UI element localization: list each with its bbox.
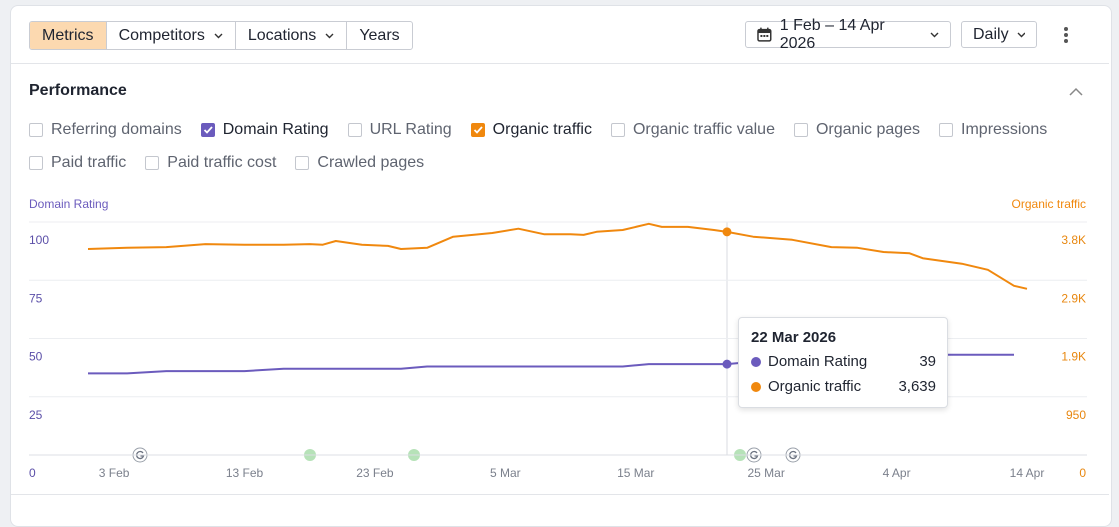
checkbox-label: Paid traffic <box>51 154 127 171</box>
card <box>10 5 1112 527</box>
tab[interactable]: Metrics <box>30 22 106 49</box>
tab-label: Metrics <box>42 27 94 44</box>
checkbox <box>793 123 808 137</box>
chevron <box>214 33 223 38</box>
chevron <box>930 32 939 37</box>
checkbox-label: URL Rating <box>369 121 452 138</box>
interval: Daily <box>973 25 1009 43</box>
check-mark <box>473 126 483 134</box>
metric-checkbox[interactable]: Paid traffic cost <box>145 153 276 173</box>
checkbox <box>610 123 625 137</box>
more-menu[interactable] <box>1061 26 1071 44</box>
tooltip-value: 3,639 <box>898 378 936 395</box>
tooltip-title: 22 Mar 2026 <box>751 329 837 346</box>
tab[interactable]: Locations <box>234 22 347 49</box>
tab-label: Years <box>359 27 400 44</box>
metric-checkbox[interactable]: Organic traffic value <box>610 120 775 140</box>
y2-tick-label: 950 <box>1066 408 1086 422</box>
metric-checkbox[interactable]: Organic pages <box>793 120 921 140</box>
x-tick-label: 14 Apr <box>1010 466 1045 480</box>
legend-dot <box>751 381 761 392</box>
checkbox <box>295 156 310 170</box>
metric-checkbox[interactable]: Organic traffic <box>470 120 592 140</box>
checkbox-label: Organic traffic <box>492 121 592 138</box>
metric-checkbox[interactable]: Domain Rating <box>200 120 329 140</box>
y2-tick-label: 1.9K <box>1061 350 1086 364</box>
checkbox <box>29 123 43 137</box>
tooltip-row: Organic traffic 3,639 <box>751 378 936 395</box>
interval-button[interactable]: Daily <box>961 21 1037 48</box>
metric-checkboxes: Referring domains Domain Rating URL Rating… <box>29 120 1069 173</box>
tooltip-series-name: Domain Rating <box>768 353 868 370</box>
metric-checkbox[interactable]: URL Rating <box>347 120 452 140</box>
section-title: Performance <box>29 82 127 99</box>
checkbox <box>145 156 160 170</box>
tab[interactable]: Competitors <box>105 22 235 49</box>
date-range-button[interactable]: 1 Feb – 14 Apr 2026 <box>745 17 951 52</box>
metric-checkbox[interactable]: Paid traffic <box>29 153 126 173</box>
metric-checkbox[interactable]: Referring domains <box>29 120 182 140</box>
hover-dot <box>722 359 732 369</box>
tooltip: 22 Mar 2026 Domain Rating 39 Organic traff… <box>738 317 948 408</box>
y2-axis-title: Organic traffic <box>1012 197 1086 211</box>
x-tick-label: 15 Mar <box>617 466 654 480</box>
checkbox <box>470 123 485 137</box>
series-line <box>87 222 1028 290</box>
checkbox <box>347 123 362 137</box>
checkbox <box>200 123 215 137</box>
tooltip-value: 39 <box>919 353 936 370</box>
x-tick-label: 3 Feb <box>99 466 130 480</box>
tab-label: Locations <box>247 27 317 44</box>
checkbox <box>29 156 43 170</box>
collapse-button[interactable] <box>1068 87 1084 97</box>
hover-dot <box>722 227 732 237</box>
legend-dot <box>751 356 761 367</box>
x-tick-label: 13 Feb <box>226 466 264 480</box>
checkbox-label: Referring domains <box>51 121 182 138</box>
checkbox-label: Impressions <box>961 121 1048 138</box>
y-axis-title: Domain Rating <box>29 197 108 211</box>
chart: Domain Rating Organic traffic 0 25 50 75 100… <box>29 197 1087 480</box>
divider <box>11 63 1109 64</box>
checkbox <box>939 123 954 137</box>
checkbox-label: Organic pages <box>815 121 921 138</box>
metric-checkbox[interactable]: Crawled pages <box>295 153 424 173</box>
y-tick-label: 25 <box>29 408 43 422</box>
y-tick-label: 75 <box>29 291 43 305</box>
y-tick-label: 50 <box>29 350 43 364</box>
x-tick-label: 5 Mar <box>490 466 521 480</box>
y-tick-label: 100 <box>29 233 49 247</box>
y2-tick-label: 2.9K <box>1061 291 1086 305</box>
tab-label: Competitors <box>118 27 205 44</box>
tab-group: Metrics Competitors Locations Years <box>29 21 413 50</box>
tab[interactable]: Years <box>346 22 411 49</box>
checkbox-label: Domain Rating <box>222 121 329 138</box>
y2-tick-label: 3.8K <box>1061 233 1086 247</box>
calendar-icon <box>757 27 772 42</box>
checkbox-label: Paid traffic cost <box>167 154 277 171</box>
x-tick-label: 23 Feb <box>356 466 394 480</box>
checkbox-label: Crawled pages <box>317 154 425 171</box>
tooltip-series-name: Organic traffic <box>768 378 862 395</box>
chevron <box>1017 32 1025 37</box>
y2-tick-label: 0 <box>1079 466 1086 480</box>
divider <box>11 494 1109 495</box>
x-tick-label: 25 Mar <box>747 466 784 480</box>
metric-checkbox[interactable]: Impressions <box>939 120 1047 140</box>
checkbox-label: Organic traffic value <box>632 121 775 138</box>
chevron <box>325 33 334 38</box>
check-mark <box>203 126 213 134</box>
date-range: 1 Feb – 14 Apr 2026 <box>779 16 885 52</box>
x-tick-label: 4 Apr <box>883 466 911 480</box>
tooltip-row: Domain Rating 39 <box>751 353 936 370</box>
page: Domain Rating Organic traffic 0 25 50 75 100… <box>10 5 1112 527</box>
y-tick-label: 0 <box>29 466 36 480</box>
